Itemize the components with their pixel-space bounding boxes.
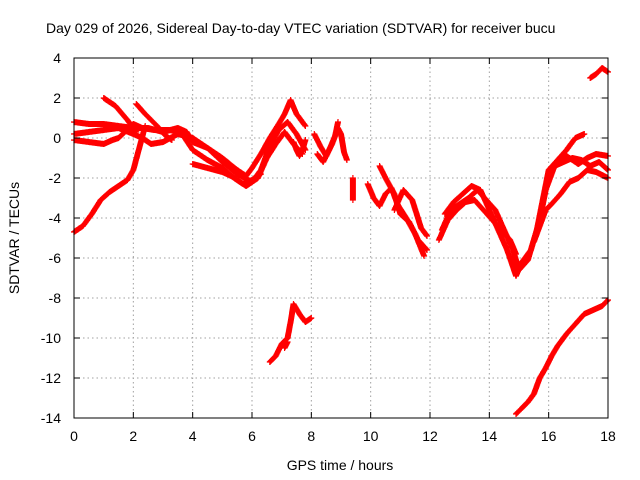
point-markers <box>290 137 309 159</box>
y-tick-label: -14 <box>41 410 61 426</box>
x-tick-label: 16 <box>541 428 557 444</box>
y-tick-label: -8 <box>49 290 62 306</box>
series-track-s <box>545 151 611 177</box>
x-tick-label: 8 <box>307 428 315 444</box>
point-markers <box>266 301 315 365</box>
x-tick-label: 6 <box>248 428 256 444</box>
point-markers <box>189 161 264 187</box>
point-markers <box>587 65 611 81</box>
x-axis-label: GPS time / hours <box>287 457 394 473</box>
point-markers <box>349 175 356 203</box>
y-tick-label: 4 <box>53 50 61 66</box>
series-track-e <box>133 101 175 143</box>
series-track-t <box>587 65 611 81</box>
series-track-k <box>349 175 356 203</box>
point-markers <box>513 297 611 417</box>
series-track-r <box>530 167 611 245</box>
series-track-v <box>281 339 291 351</box>
x-tick-label: 18 <box>600 428 616 444</box>
point-markers <box>133 101 175 143</box>
y-tick-label: -10 <box>41 330 61 346</box>
y-tick-label: 2 <box>53 90 61 106</box>
point-markers <box>530 167 611 245</box>
x-tick-label: 12 <box>422 428 438 444</box>
y-tick-label: -2 <box>49 170 62 186</box>
series-track-j <box>314 119 341 165</box>
x-tick-label: 4 <box>189 428 197 444</box>
x-tick-label: 10 <box>363 428 379 444</box>
plot-frame <box>73 57 609 419</box>
point-markers <box>376 163 430 253</box>
data-points <box>71 65 611 417</box>
chart-title: Day 029 of 2026, Sidereal Day-to-day VTE… <box>46 20 555 36</box>
series-track-f <box>189 161 264 187</box>
point-markers <box>281 339 291 351</box>
point-markers <box>391 187 430 239</box>
point-markers <box>545 151 611 177</box>
point-markers <box>314 119 341 165</box>
x-tick-label: 0 <box>70 428 78 444</box>
grid <box>74 58 608 418</box>
y-tick-labels: -14 -12 -10 -8 -6 -4 -2 0 2 4 <box>41 50 61 426</box>
point-markers <box>100 95 140 135</box>
series-track-u <box>266 301 315 365</box>
series-track-n <box>391 187 430 239</box>
y-tick-label: -12 <box>41 370 61 386</box>
point-markers <box>438 131 588 273</box>
series-track-p <box>438 131 588 273</box>
x-tick-labels: 0 2 4 6 8 10 12 14 16 18 <box>70 428 616 444</box>
series-track-w <box>513 297 611 417</box>
series-track-d <box>100 95 140 135</box>
y-axis-label: SDTVAR / TECUs <box>6 182 22 294</box>
axis-ticks <box>73 57 609 419</box>
y-tick-label: -4 <box>49 210 62 226</box>
y-tick-label: 0 <box>53 130 61 146</box>
series-track-h <box>290 137 309 159</box>
x-tick-label: 2 <box>129 428 137 444</box>
series-track-m <box>376 163 430 253</box>
y-tick-label: -6 <box>49 250 62 266</box>
x-tick-label: 14 <box>482 428 498 444</box>
